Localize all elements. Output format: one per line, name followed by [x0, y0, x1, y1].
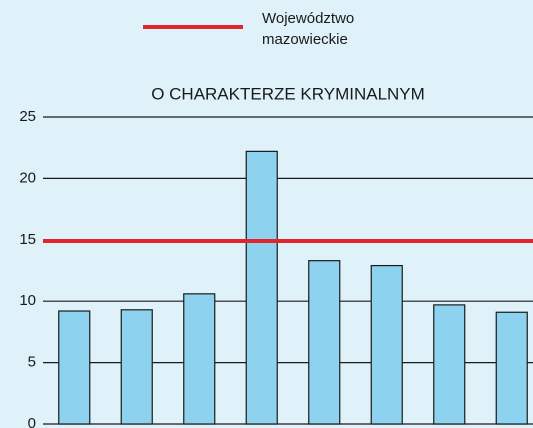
legend-label: Województwo mazowieckie — [262, 10, 355, 48]
bar — [433, 304, 466, 425]
y-tick-label: 20 — [19, 169, 36, 186]
y-tick-label: 25 — [19, 108, 36, 125]
bar — [120, 309, 153, 425]
bar — [495, 311, 528, 425]
bar — [245, 150, 278, 425]
y-tick-label: 15 — [19, 231, 36, 248]
y-tick-label: 5 — [28, 354, 36, 371]
bar — [58, 310, 91, 425]
y-tick-label: 0 — [28, 415, 36, 428]
y-tick-label: 10 — [19, 292, 36, 309]
chart-title: O CHARAKTERZE KRYMINALNYM — [151, 84, 425, 103]
bar — [370, 264, 403, 425]
bar — [183, 293, 216, 425]
bar — [308, 260, 341, 425]
